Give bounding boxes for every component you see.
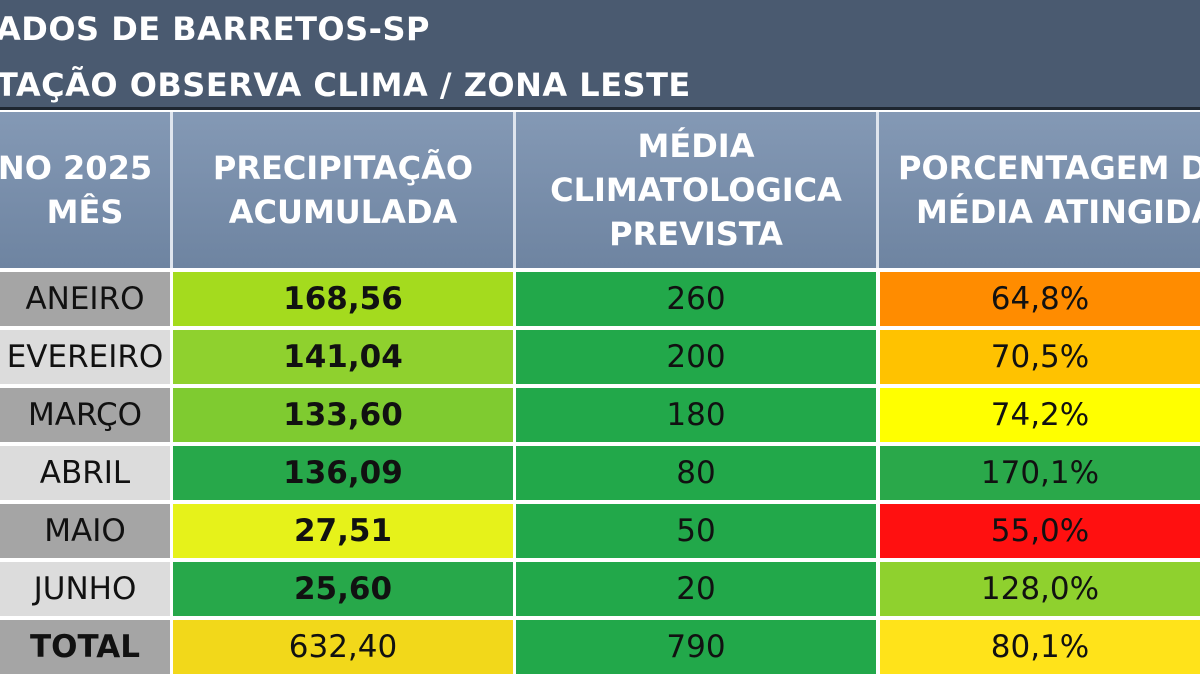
header-porcentagem-line1: PORCENTAGEM D	[898, 149, 1200, 187]
cell-media: 200	[516, 330, 876, 384]
header-divider	[876, 112, 879, 268]
cell-porcentagem: 74,2%	[880, 388, 1200, 442]
cell-media: 50	[516, 504, 876, 558]
cell-precipitacao: 168,56	[173, 272, 513, 326]
cell-porcentagem: 70,5%	[880, 330, 1200, 384]
cell-mes: JUNHO	[0, 562, 170, 616]
title-bar: ADOS DE BARRETOS-SP TAÇÃO OBSERVA CLIMA …	[0, 0, 1200, 110]
header-media: MÉDIA CLIMATOLOGICA PREVISTA	[516, 112, 876, 268]
header-mes: NO 2025 MÊS	[0, 112, 170, 268]
header-porcentagem: PORCENTAGEM D MÉDIA ATINGIDA	[880, 112, 1200, 268]
table-header: NO 2025 MÊS PRECIPITAÇÃO ACUMULADA MÉDIA…	[0, 112, 1200, 268]
cell-media: 180	[516, 388, 876, 442]
header-mes-line1: NO 2025	[0, 149, 153, 187]
cell-precipitacao: 25,60	[173, 562, 513, 616]
cell-porcentagem: 170,1%	[880, 446, 1200, 500]
cell-total-porcentagem: 80,1%	[880, 620, 1200, 674]
table-row: ANEIRO 168,56 260 64,8%	[0, 272, 1200, 330]
cell-total-media: 790	[516, 620, 876, 674]
table-row: ABRIL 136,09 80 170,1%	[0, 446, 1200, 504]
cell-total-label: TOTAL	[0, 620, 170, 674]
header-media-line1: MÉDIA	[637, 127, 755, 165]
page-title: ADOS DE BARRETOS-SP	[0, 10, 430, 48]
cell-media: 20	[516, 562, 876, 616]
table-row: EVEREIRO 141,04 200 70,5%	[0, 330, 1200, 388]
cell-media: 260	[516, 272, 876, 326]
cell-precipitacao: 133,60	[173, 388, 513, 442]
cell-porcentagem: 55,0%	[880, 504, 1200, 558]
cell-total-precipitacao: 632,40	[173, 620, 513, 674]
cell-mes: ANEIRO	[0, 272, 170, 326]
cell-mes: ABRIL	[0, 446, 170, 500]
header-divider	[513, 112, 516, 268]
cell-precipitacao: 141,04	[173, 330, 513, 384]
cell-mes: MARÇO	[0, 388, 170, 442]
header-divider	[170, 112, 173, 268]
table-row: MAIO 27,51 50 55,0%	[0, 504, 1200, 562]
header-precipitacao-line2: ACUMULADA	[228, 193, 458, 231]
cell-porcentagem: 128,0%	[880, 562, 1200, 616]
header-media-line3: PREVISTA	[609, 215, 783, 253]
header-precipitacao-line1: PRECIPITAÇÃO	[212, 149, 474, 187]
table-row: JUNHO 25,60 20 128,0%	[0, 562, 1200, 620]
cell-media: 80	[516, 446, 876, 500]
cell-mes: EVEREIRO	[0, 330, 170, 384]
page-subtitle: TAÇÃO OBSERVA CLIMA / ZONA LESTE	[0, 66, 691, 104]
cell-mes: MAIO	[0, 504, 170, 558]
cell-porcentagem: 64,8%	[880, 272, 1200, 326]
table-total-row: TOTAL 632,40 790 80,1%	[0, 620, 1200, 678]
header-precipitacao: PRECIPITAÇÃO ACUMULADA	[173, 112, 513, 268]
header-porcentagem-line2: MÉDIA ATINGIDA	[916, 193, 1200, 231]
header-mes-line2: MÊS	[46, 193, 124, 231]
header-media-line2: CLIMATOLOGICA	[550, 171, 842, 209]
table-row: MARÇO 133,60 180 74,2%	[0, 388, 1200, 446]
cell-precipitacao: 27,51	[173, 504, 513, 558]
cell-precipitacao: 136,09	[173, 446, 513, 500]
